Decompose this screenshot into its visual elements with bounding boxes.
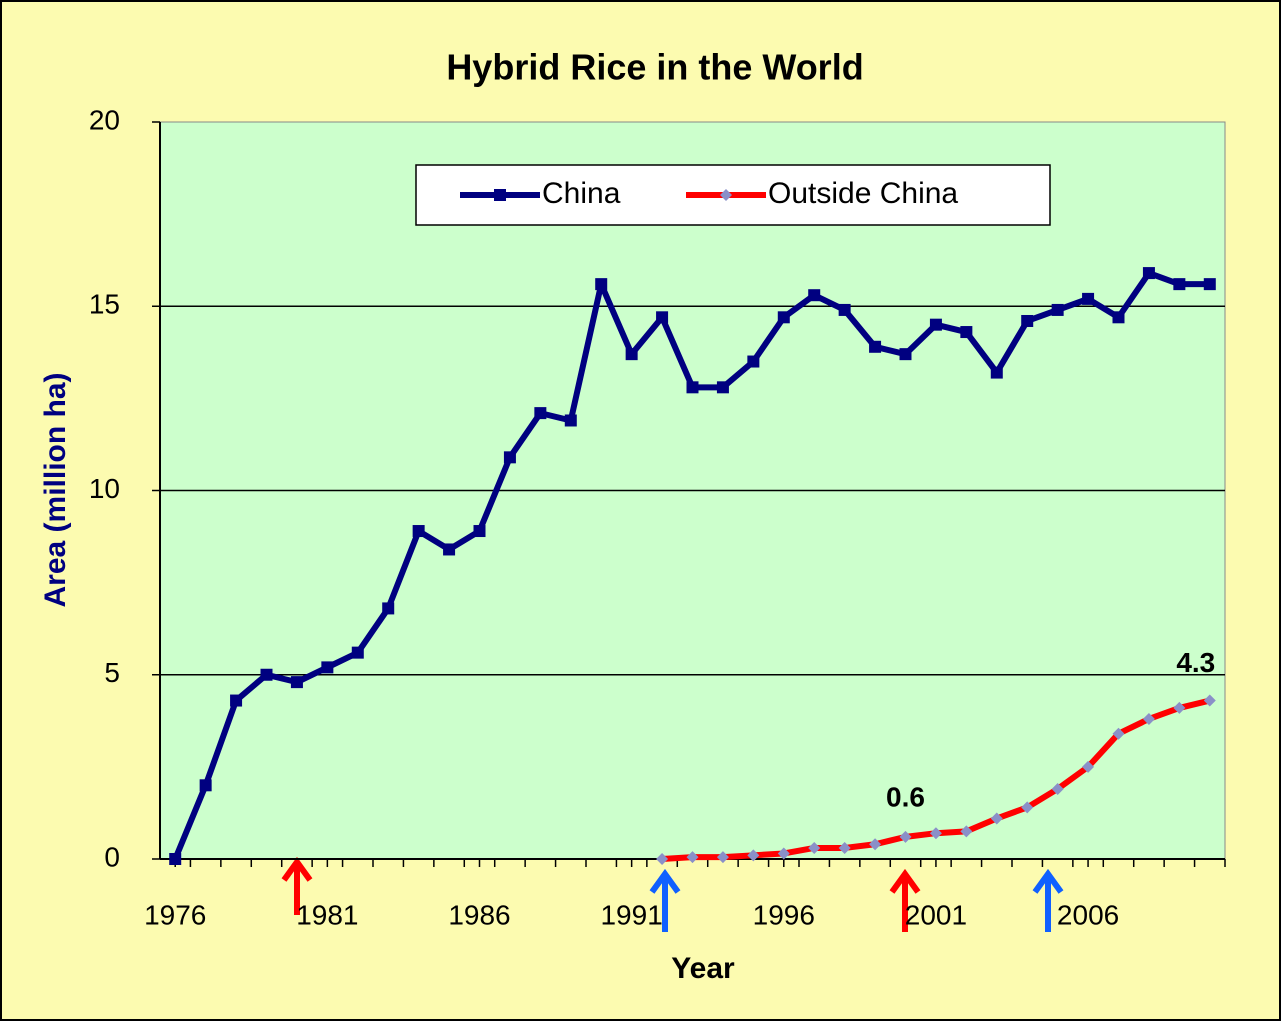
- marker: [1173, 278, 1186, 291]
- marker: [1142, 267, 1155, 280]
- marker: [1203, 694, 1216, 707]
- marker: [1112, 727, 1125, 740]
- marker: [716, 381, 729, 394]
- data-label: 4.3: [1176, 647, 1215, 678]
- marker: [899, 348, 912, 361]
- y-tick-label: 15: [89, 289, 120, 320]
- x-tick-label: 1976: [144, 899, 206, 930]
- marker: [1051, 782, 1064, 795]
- marker: [656, 853, 669, 865]
- marker: [869, 838, 882, 851]
- y-axis-label: Area (million ha): [39, 372, 72, 607]
- marker: [1021, 801, 1034, 814]
- chart-title: Hybrid Rice in the World: [446, 47, 863, 88]
- marker: [838, 841, 851, 854]
- y-tick-label: 20: [89, 104, 120, 135]
- marker: [747, 355, 760, 368]
- marker: [473, 525, 486, 538]
- marker: [260, 668, 273, 681]
- legend-marker: [494, 189, 506, 201]
- x-tick-label: 1981: [296, 899, 358, 930]
- marker: [595, 278, 608, 291]
- marker: [656, 311, 669, 324]
- marker: [929, 827, 942, 840]
- marker: [869, 340, 882, 353]
- marker: [777, 311, 790, 324]
- marker: [199, 779, 212, 792]
- data-label: 0.6: [886, 781, 925, 812]
- arrow: [1032, 868, 1064, 932]
- marker: [1021, 314, 1034, 327]
- marker: [1142, 712, 1155, 725]
- marker: [1082, 292, 1095, 305]
- marker: [230, 694, 243, 707]
- marker: [503, 451, 516, 464]
- x-tick-label: 2001: [905, 899, 967, 930]
- x-tick-label: 1991: [600, 899, 662, 930]
- marker: [1082, 760, 1095, 773]
- y-tick-label: 0: [104, 841, 120, 872]
- marker: [1051, 303, 1064, 316]
- legend: China Outside China: [415, 164, 1051, 226]
- x-tick-label: 2006: [1057, 899, 1119, 930]
- marker: [899, 830, 912, 843]
- marker: [747, 849, 760, 862]
- marker: [1112, 311, 1125, 324]
- arrow: [281, 856, 313, 915]
- marker: [534, 407, 547, 420]
- marker: [808, 289, 821, 302]
- marker: [412, 525, 425, 538]
- x-axis-label: Year: [671, 952, 735, 985]
- arrow: [889, 868, 921, 932]
- y-tick-label: 10: [89, 473, 120, 504]
- y-tick-label: 5: [104, 657, 120, 688]
- marker: [351, 646, 364, 659]
- marker: [1203, 278, 1216, 291]
- marker: [443, 543, 456, 556]
- marker: [1173, 701, 1186, 714]
- marker: [625, 348, 638, 361]
- marker: [169, 853, 182, 865]
- x-tick-label: 1996: [753, 899, 815, 930]
- marker: [716, 851, 729, 864]
- marker: [838, 303, 851, 316]
- marker: [990, 812, 1003, 825]
- marker: [960, 825, 973, 838]
- marker: [564, 414, 577, 427]
- arrow: [649, 868, 681, 932]
- arrows: [281, 856, 1064, 932]
- marker: [290, 676, 303, 689]
- marker: [808, 841, 821, 854]
- marker: [321, 661, 334, 674]
- marker: [990, 366, 1003, 379]
- marker: [929, 318, 942, 331]
- marker: [960, 326, 973, 339]
- legend-label: China: [542, 177, 621, 210]
- legend-label: Outside China: [768, 177, 958, 210]
- x-tick-label: 1986: [448, 899, 510, 930]
- legend-marker: [720, 189, 732, 201]
- marker: [382, 602, 395, 615]
- marker: [686, 381, 699, 394]
- marker: [777, 847, 790, 860]
- marker: [686, 851, 699, 864]
